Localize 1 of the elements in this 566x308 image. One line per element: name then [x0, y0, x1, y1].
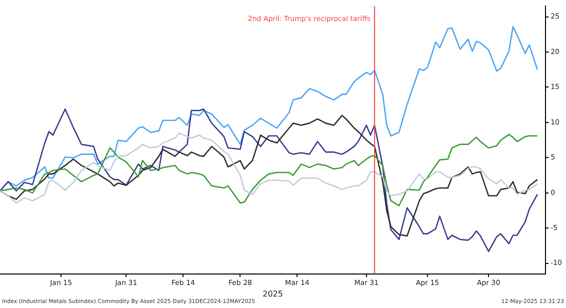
x-axis-title: 2025	[262, 289, 283, 298]
